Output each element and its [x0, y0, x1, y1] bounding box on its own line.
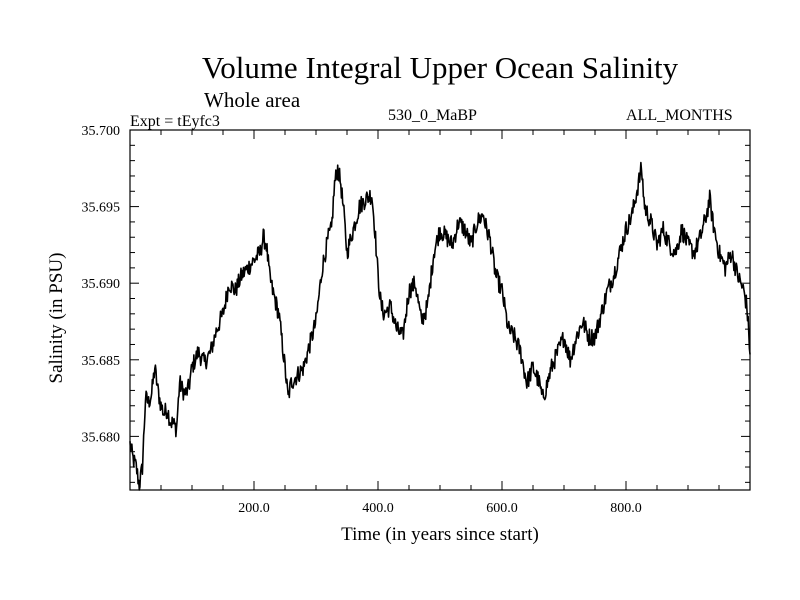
- y-axis-title: Salinity (in PSU): [46, 253, 67, 384]
- axis-tick-labels: 200.0 400.0 600.0 800.0 35.680 35.685 35.690 35…: [82, 124, 642, 516]
- salinity-series-line: [129, 161, 751, 491]
- x-axis-title: Time (in years since start): [341, 524, 539, 545]
- run-id-label: 530_0_MaBP: [388, 107, 477, 124]
- x-tick-label: 400.0: [362, 501, 394, 516]
- y-tick-label: 35.690: [82, 277, 121, 292]
- axis-ticks: [130, 129, 750, 490]
- y-tick-label: 35.695: [82, 201, 121, 216]
- x-tick-label: 600.0: [486, 501, 518, 516]
- x-tick-label: 800.0: [610, 501, 642, 516]
- chart-title: Volume Integral Upper Ocean Salinity: [201, 50, 679, 85]
- chart-subtitle: Whole area: [204, 88, 301, 112]
- y-tick-label: 35.680: [82, 430, 121, 445]
- experiment-label: Expt = tEyfc3: [130, 113, 220, 130]
- x-tick-label: 200.0: [238, 501, 270, 516]
- y-tick-label: 35.700: [82, 124, 121, 139]
- months-label: ALL_MONTHS: [626, 107, 733, 124]
- y-tick-label: 35.685: [82, 354, 121, 369]
